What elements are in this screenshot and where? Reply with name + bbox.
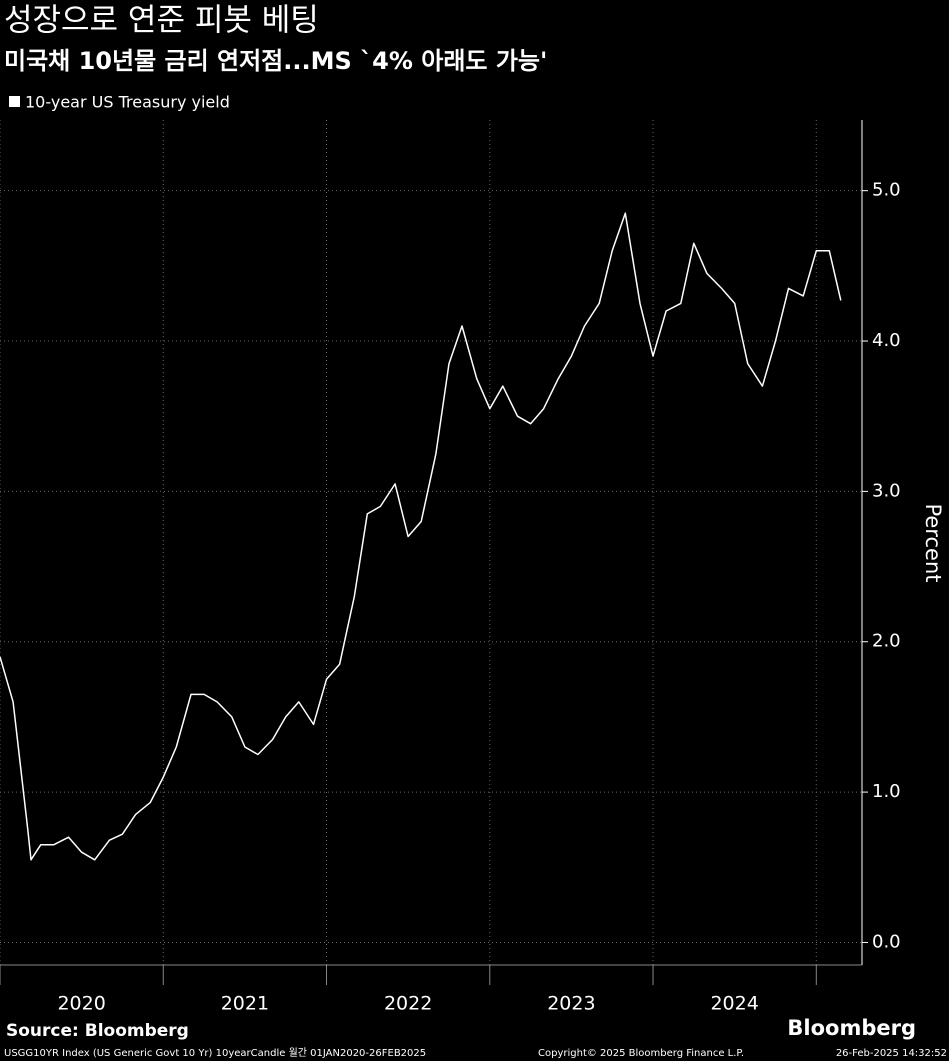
legend-swatch <box>9 96 20 107</box>
x-tick-label: 2021 <box>221 993 269 1015</box>
x-tick-label: 2023 <box>547 993 595 1015</box>
y-tick-label: 3.0 <box>872 480 901 501</box>
brand: Bloomberg <box>787 1016 916 1040</box>
footer-left: USGG10YR Index (US Generic Govt 10 Yr) 1… <box>4 1047 426 1059</box>
y-tick-label: 0.0 <box>872 931 901 952</box>
x-tick-label: 2020 <box>57 993 105 1015</box>
chart-title: 성장으로 연준 피봇 베팅 <box>4 3 319 39</box>
y-axis-title: Percent <box>921 503 945 582</box>
source: Source: Bloomberg <box>6 1021 189 1041</box>
y-tick-label: 1.0 <box>872 781 901 802</box>
x-tick-label: 2022 <box>384 993 432 1015</box>
y-tick-label: 5.0 <box>872 180 901 201</box>
x-tick-label: 2024 <box>710 993 758 1015</box>
line <box>0 212 842 861</box>
footer-right: 26-Feb-2025 14:32:52 <box>836 1048 947 1059</box>
legend-label: 10-year US Treasury yield <box>25 93 230 112</box>
chart-subtitle: 미국채 10년물 금리 연저점...MS `4% 아래도 가능' <box>4 47 547 75</box>
y-tick-label: 4.0 <box>872 330 901 351</box>
footer-center: Copyright© 2025 Bloomberg Finance L.P. <box>538 1048 744 1059</box>
y-tick-label: 2.0 <box>872 631 901 652</box>
